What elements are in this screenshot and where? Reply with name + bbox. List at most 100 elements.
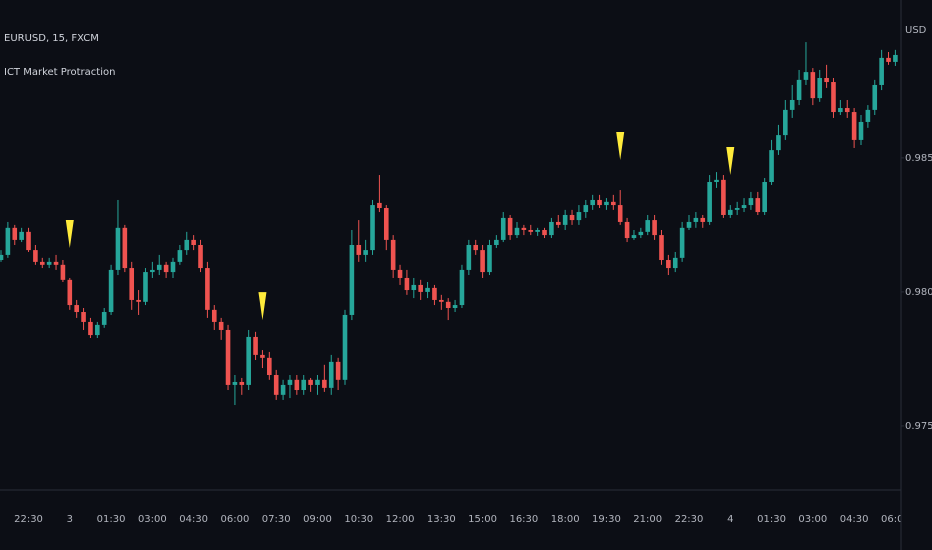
candle-body — [81, 312, 86, 322]
candle-body — [163, 264, 169, 273]
candle-body — [19, 231, 24, 240]
candle-body — [218, 321, 224, 330]
time-tick-label: 21:00 — [633, 514, 662, 525]
candle-body — [583, 205, 589, 213]
candle-body — [700, 217, 706, 222]
signal-marker — [726, 147, 735, 176]
candle-body — [335, 361, 341, 380]
candle-body — [115, 227, 121, 270]
candle-body — [225, 329, 231, 385]
candle-body — [528, 229, 534, 232]
candle-body — [342, 314, 348, 380]
candle-body — [549, 221, 554, 236]
time-tick-label: 16:30 — [509, 514, 538, 525]
candle-body — [542, 229, 547, 236]
candle-body — [12, 227, 18, 240]
candle-body — [390, 239, 396, 270]
price-axis-unit: USD — [905, 25, 927, 36]
signal-marker — [258, 292, 267, 321]
candle-body — [872, 84, 878, 110]
candle-body — [150, 269, 155, 273]
candle-body — [755, 198, 761, 213]
candle-body — [624, 221, 630, 239]
candle-body — [645, 220, 651, 232]
time-tick-label: 06:00 — [881, 514, 910, 525]
candle-body — [590, 199, 595, 206]
candle-body — [177, 250, 183, 262]
candle-body — [439, 299, 444, 302]
candle-body — [762, 182, 767, 213]
candle-body — [397, 269, 403, 278]
candle-body — [810, 72, 816, 99]
candle-body — [727, 209, 733, 215]
candle-body — [0, 254, 4, 261]
candle-body — [129, 268, 135, 300]
candle-body — [638, 231, 644, 236]
candle-body — [783, 109, 788, 136]
time-tick-label: 22:30 — [14, 514, 43, 525]
price-tick-label: 0.98000 — [905, 287, 932, 298]
candle-body — [46, 261, 52, 265]
candle-body — [308, 379, 313, 385]
candle-body — [198, 245, 203, 269]
candle-body — [824, 78, 829, 83]
candle-body — [893, 54, 898, 62]
time-tick-label: 06:00 — [221, 514, 250, 525]
time-tick-label: 19:30 — [592, 514, 621, 525]
candle-body — [776, 135, 781, 151]
candle-body — [838, 108, 843, 113]
candle-body — [562, 214, 568, 225]
candle-body — [60, 264, 66, 280]
candle-body — [383, 208, 389, 240]
candle-body — [555, 221, 561, 225]
candle-body — [232, 381, 238, 385]
candle-body — [122, 227, 128, 269]
candle-body — [886, 57, 891, 62]
time-tick-label: 01:30 — [757, 514, 786, 525]
candle-body — [569, 214, 575, 221]
candle-body — [459, 269, 465, 306]
time-tick-label: 15:00 — [468, 514, 497, 525]
candle-body — [817, 78, 823, 99]
candle-body — [356, 245, 362, 255]
time-tick-label: 12:00 — [386, 514, 415, 525]
candle-body — [101, 312, 107, 325]
candle-body — [432, 287, 437, 300]
candle-body — [322, 379, 327, 388]
candle-body — [851, 112, 857, 140]
candle-body — [659, 235, 664, 261]
candle-body — [473, 245, 479, 251]
candle-body — [604, 201, 609, 206]
candle-body — [748, 198, 754, 206]
candle-body — [521, 227, 527, 230]
candle-body — [211, 309, 217, 322]
time-tick-label: 09:00 — [303, 514, 332, 525]
candle-body — [693, 217, 699, 222]
candle-body — [741, 205, 747, 209]
candle-body — [349, 245, 355, 315]
candle-body — [205, 268, 210, 310]
candle-body — [466, 245, 472, 270]
candle-body — [445, 301, 451, 308]
candle-body — [411, 284, 417, 291]
chart-title: EURUSD, 15, FXCM — [4, 33, 99, 44]
candle-body — [452, 305, 458, 308]
candle-body — [418, 284, 423, 292]
candle-body — [707, 182, 712, 222]
candle-body — [865, 109, 871, 122]
time-tick-label: 01:30 — [97, 514, 126, 525]
candle-body — [500, 217, 506, 240]
candle-body — [26, 231, 31, 251]
plot-area — [0, 42, 898, 406]
candle-body — [315, 379, 320, 385]
time-tick-label: 07:30 — [262, 514, 291, 525]
candle-body — [672, 257, 678, 269]
price-axis-panel — [901, 0, 932, 550]
candle-body — [480, 250, 485, 273]
candle-body — [734, 208, 740, 210]
candle-body — [260, 354, 265, 358]
candle-body — [425, 287, 430, 292]
